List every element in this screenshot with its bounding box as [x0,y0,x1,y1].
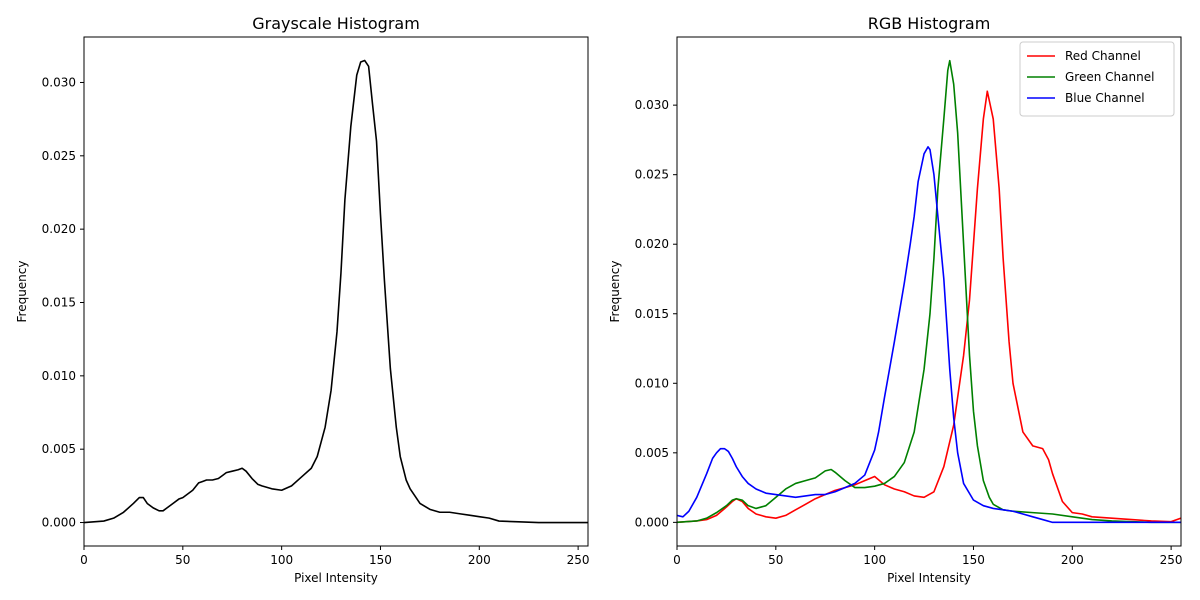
rgb-axes-frame [676,36,1182,547]
grayscale-y-tick-label: 0.030 [42,75,76,89]
red-channel-line [677,90,1181,524]
rgb-y-tick-label: 0.005 [635,446,669,460]
grayscale-y-tick-label: 0.005 [42,442,76,456]
rgb-y-tick-label: 0.020 [635,237,669,251]
legend-box [1019,41,1175,117]
rgb-y-axis-label: Frequency [608,261,622,323]
rgb-plot-lines [677,59,1181,524]
rgb-x-tick-label: 150 [962,553,985,567]
rgb-x-tick-label: 0 [673,553,681,567]
rgb-x-ticks: 0 50 100 150 200 250 [673,546,1183,567]
grayscale-y-axis-label: Frequency [15,261,29,323]
grayscale-chart-title: Grayscale Histogram [252,14,420,33]
grayscale-y-tick-label: 0.015 [42,296,76,310]
grayscale-x-tick-label: 100 [270,553,293,567]
grayscale-axes-frame [83,36,589,547]
grayscale-x-ticks: 0 50 100 150 200 250 [80,546,590,567]
grayscale-x-tick-label: 200 [468,553,491,567]
rgb-y-tick-label: 0.015 [635,307,669,321]
grayscale-x-tick-label: 0 [80,553,88,567]
grayscale-x-axis-label: Pixel Intensity [294,571,378,585]
rgb-y-tick-label: 0.000 [635,515,669,529]
grayscale-series-line [84,59,588,524]
rgb-y-tick-label: 0.030 [635,98,669,112]
rgb-x-tick-label: 50 [768,553,783,567]
rgb-x-tick-label: 200 [1061,553,1084,567]
grayscale-plot-lines [84,59,588,524]
grayscale-y-tick-label: 0.020 [42,222,76,236]
grayscale-histogram-chart: 0 50 100 150 200 250 0.000 0.005 0.010 0.015 0.02… [15,14,590,585]
red-channel-legend-label: Red Channel [1065,49,1141,63]
blue-channel-legend-label: Blue Channel [1065,91,1145,105]
rgb-y-tick-label: 0.010 [635,376,669,390]
grayscale-x-tick-label: 150 [369,553,392,567]
grayscale-y-tick-label: 0.000 [42,516,76,530]
rgb-y-ticks: 0.000 0.005 0.010 0.015 0.020 0.025 0.030 [635,98,677,529]
grayscale-y-tick-label: 0.010 [42,369,76,383]
rgb-y-tick-label: 0.025 [635,168,669,182]
blue-channel-line [677,146,1181,524]
rgb-x-tick-label: 100 [863,553,886,567]
grayscale-x-tick-label: 50 [175,553,190,567]
rgb-x-tick-label: 250 [1160,553,1183,567]
grayscale-x-tick-label: 250 [567,553,590,567]
grayscale-y-tick-label: 0.025 [42,149,76,163]
green-channel-legend-label: Green Channel [1065,70,1154,84]
rgb-x-axis-label: Pixel Intensity [887,571,971,585]
grayscale-y-ticks: 0.000 0.005 0.010 0.015 0.020 0.025 0.030 [42,75,84,530]
rgb-histogram-chart: 0 50 100 150 200 250 0.000 0.005 0.010 0.015 0.02… [608,14,1183,585]
rgb-chart-title: RGB Histogram [868,14,991,33]
rgb-legend: Red Channel Green Channel Blue Channel [1019,41,1175,117]
